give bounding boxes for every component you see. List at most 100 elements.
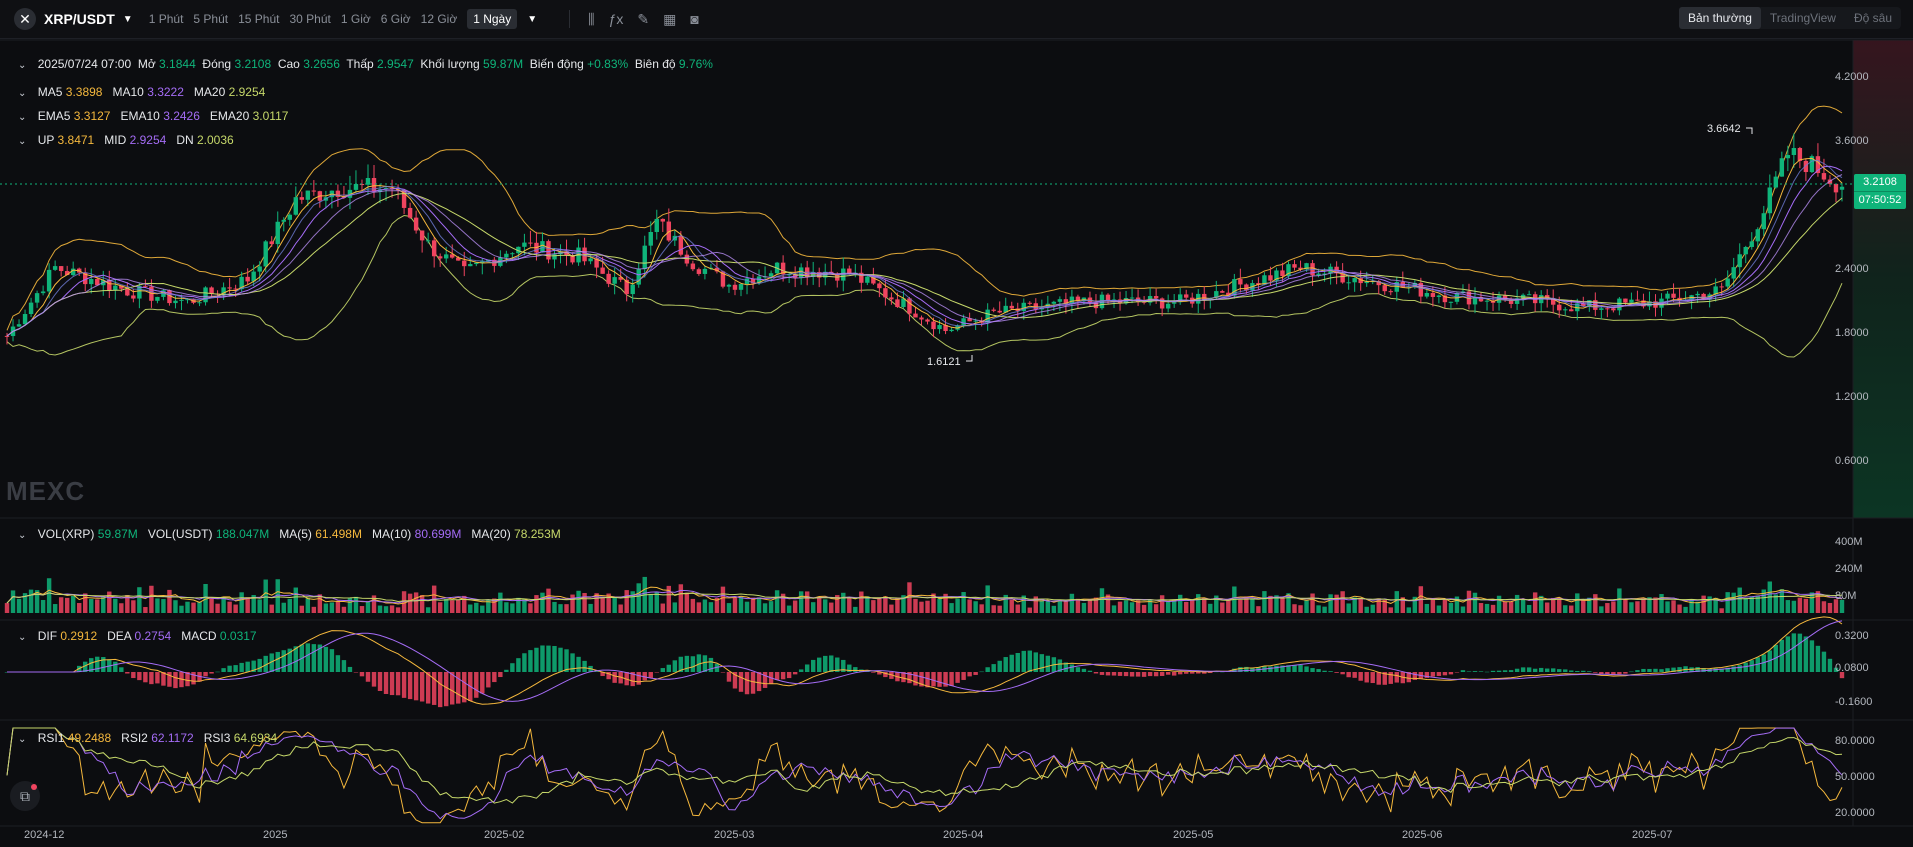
candle [847, 268, 852, 275]
candle [931, 321, 936, 330]
macd-bar [594, 671, 599, 672]
pair-selector[interactable]: XRP/USDT [44, 11, 115, 27]
low-value: 2.9547 [377, 57, 414, 71]
volume-bar [889, 604, 894, 613]
candle [690, 263, 696, 270]
chevron-down-icon[interactable]: ⌄ [18, 136, 27, 147]
macd-bar [1713, 668, 1718, 672]
layout-toggle-button[interactable]: ⧉ [10, 781, 40, 811]
candle [1226, 292, 1231, 296]
svg-text:3.6642: 3.6642 [1707, 123, 1741, 135]
draw-pencil-icon[interactable]: ✎ [637, 10, 650, 27]
macd-bar [383, 672, 389, 694]
chevron-down-icon[interactable]: ⌄ [18, 112, 27, 123]
volume-bar [1460, 606, 1466, 613]
tab-depth[interactable]: Độ sâu [1853, 11, 1892, 25]
candle [955, 325, 960, 330]
volume-bar [648, 593, 653, 613]
macd-bar [997, 660, 1002, 672]
volume-bar [1045, 600, 1051, 613]
candle [714, 267, 720, 272]
chevron-down-icon[interactable]: ⌄ [18, 88, 27, 99]
volume-bar [1569, 605, 1574, 613]
volume-bar [1466, 590, 1472, 613]
volume-bar [1550, 597, 1556, 613]
timeframe-1m[interactable]: 1 Phút [148, 12, 184, 26]
macd-bar [341, 660, 347, 672]
candle [1779, 158, 1785, 177]
volume-bar [1171, 600, 1177, 613]
indicator-icon[interactable]: ƒx [608, 11, 624, 27]
candle [696, 269, 702, 274]
macd-bar [510, 663, 515, 672]
volume-bar [1364, 606, 1369, 613]
timeframe-more-icon[interactable]: ▼ [527, 13, 538, 25]
vol-tick: 400M [1835, 536, 1863, 548]
candle [1388, 291, 1393, 293]
low-label: Thấp [346, 57, 374, 71]
date-tick: 2025-04 [943, 829, 984, 841]
price-axis[interactable]: 4.2000 3.6000 2.4000 1.8000 1.2000 0.600… [1823, 0, 1913, 520]
ma20-value: 2.9254 [228, 85, 266, 99]
macd-bar [1508, 670, 1514, 672]
volume-bar [1196, 594, 1201, 613]
volume-bar [1027, 607, 1032, 613]
volume-bar [1743, 597, 1748, 613]
volume-bar [474, 602, 479, 613]
volume-bar [323, 603, 329, 613]
candle-type-icon[interactable]: ⫼ [588, 10, 595, 27]
macd-bar [1514, 668, 1520, 672]
current-price-tag: 3.2108 07:50:52 [1854, 174, 1906, 209]
chevron-down-icon[interactable]: ▼ [122, 13, 133, 25]
candle [666, 221, 672, 241]
macd-bar [281, 650, 286, 672]
date-axis[interactable]: 2024-12 2025 2025-02 2025-03 2025-04 202… [0, 826, 1853, 846]
candle [1743, 246, 1748, 255]
macd-legend: ⌄ DIF 0.2912 DEA 0.2754 MACD 0.0317 [18, 629, 257, 643]
price-tick: 3.6000 [1835, 135, 1869, 147]
timeframe-5m[interactable]: 5 Phút [193, 12, 229, 26]
candle [1719, 286, 1724, 288]
volume-bar [985, 585, 990, 613]
tab-standard[interactable]: Bản thường [1678, 7, 1761, 29]
timeframe-30m[interactable]: 30 Phút [289, 12, 331, 26]
macd-bar [877, 672, 882, 675]
timeframe-6h[interactable]: 6 Giờ [380, 12, 411, 26]
macd-bar [101, 657, 106, 672]
chevron-down-icon[interactable]: ⌄ [18, 632, 27, 643]
volume-bar [750, 597, 756, 613]
macd-bar [1268, 666, 1273, 672]
tab-tradingview[interactable]: TradingView [1769, 11, 1836, 25]
candle [450, 254, 455, 258]
macd-bar [1785, 636, 1791, 672]
volume-bar [191, 602, 196, 613]
camera-icon[interactable]: ◙ [690, 11, 699, 27]
volume-bar [257, 599, 262, 613]
macd-bar [251, 660, 256, 672]
timeframe-15m[interactable]: 15 Phút [238, 12, 280, 26]
macd-tick: 0.0800 [1835, 662, 1869, 674]
volume-bar [1581, 600, 1586, 613]
candle [744, 278, 750, 285]
timeframe-12h[interactable]: 12 Giờ [420, 12, 458, 26]
price-tick: 4.2000 [1835, 71, 1869, 83]
candle [251, 271, 256, 282]
candle [1202, 293, 1207, 301]
volume-bar [1370, 604, 1375, 613]
chevron-down-icon[interactable]: ⌄ [18, 734, 27, 745]
macd-bar [1159, 672, 1165, 676]
timeframe-1d[interactable]: 1 Ngày [467, 9, 518, 29]
vol-ma10-value: 80.699M [414, 527, 462, 541]
layout-grid-icon[interactable]: ▦ [663, 10, 677, 27]
volume-bar [1147, 599, 1153, 613]
candle [1731, 267, 1736, 279]
volume-bar [606, 593, 611, 613]
timeframe-1h[interactable]: 1 Giờ [340, 12, 371, 26]
chevron-down-icon[interactable]: ⌄ [18, 530, 27, 541]
macd-bar [456, 672, 461, 704]
close-icon[interactable]: ✕ [14, 8, 36, 30]
chevron-down-icon[interactable]: ⌄ [18, 60, 27, 71]
volume-bar [732, 597, 738, 613]
volume-bar [991, 605, 996, 613]
